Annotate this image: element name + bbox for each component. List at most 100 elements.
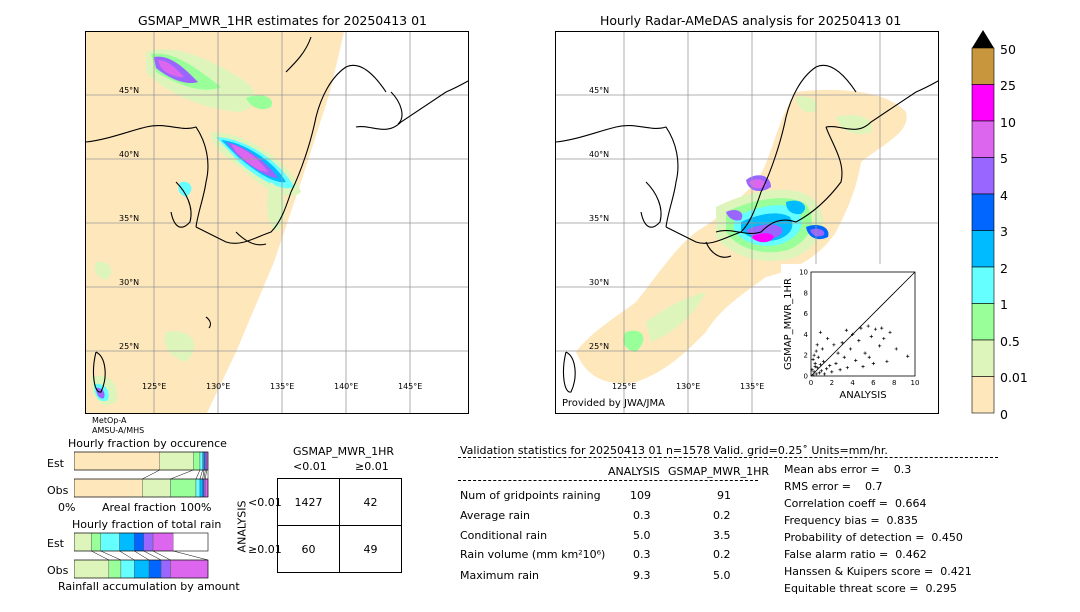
stacked-bar-segment: [170, 478, 197, 498]
scatter-point: [826, 336, 830, 341]
occurrence-axis-right: 100%: [180, 501, 212, 514]
validation-row-gsmap: 91: [717, 489, 731, 502]
left-lat-label-40: 40°N: [119, 150, 140, 159]
satellite-label: MetOp-A: [92, 416, 127, 425]
occurrence-axis-left: 0%: [58, 501, 76, 514]
right-lat-label-35: 35°N: [589, 214, 610, 223]
stacked-bar-segment: [152, 532, 174, 552]
contingency-col-lt: <0.01: [293, 460, 327, 473]
contingency-cell-11: 1427: [277, 478, 340, 526]
stacked-bar-connector: [173, 550, 209, 561]
left-lon-label-135: 135°E: [270, 382, 295, 391]
scatter-point: [871, 361, 875, 366]
score-ets: Equitable threat score = 0.295: [784, 582, 957, 595]
right-lat-label-45: 45°N: [589, 86, 610, 95]
stacked-bar-segment: [199, 478, 203, 498]
total-rain-est-label: Est: [47, 537, 64, 550]
right-map-canvas: [556, 32, 938, 413]
scatter-inset: 0 0 2 2 4 4 6 6 8 8 10 10 ANALYSIS GSMAP_MWR_1HR: [781, 264, 938, 413]
total-rain-obs-label: Obs: [47, 564, 69, 577]
scatter-point: [813, 361, 817, 366]
stacked-bar-segment: [203, 478, 206, 498]
scatter-point: [859, 326, 863, 330]
scatter-point: [818, 330, 822, 334]
validation-row-analysis: 0.3: [633, 548, 651, 561]
stacked-bar-connector: [100, 550, 122, 561]
contingency-row-ge: ≥0.01: [248, 543, 282, 556]
colorbar-label-0-01: 0.01: [1000, 370, 1028, 385]
scatter-point: [836, 351, 840, 355]
left-lat-label-30: 30°N: [119, 278, 140, 287]
colorbar-label-0-5: 0.5: [1000, 334, 1020, 349]
scatter-point: [861, 365, 865, 369]
stacked-bar-segment: [91, 532, 102, 552]
validation-row-analysis: 5.0: [633, 529, 651, 542]
scatter-point: [880, 326, 884, 330]
colorbar-segment: [971, 339, 995, 377]
colorbar-segment: [971, 120, 995, 158]
score-frequency-bias: Frequency bias = 0.835: [784, 514, 919, 527]
contingency-row-axis: ANALYSIS: [235, 500, 249, 553]
occurrence-est-label: Est: [47, 457, 64, 470]
stacked-bar-segment: [205, 478, 209, 498]
contingency-cell-21: 60: [277, 525, 340, 573]
stacked-bar-outline: [73, 478, 209, 498]
stacked-bar-segment: [119, 532, 135, 552]
scatter-point: [812, 370, 816, 374]
scatter-point: [842, 355, 846, 359]
stacked-bar-segment: [193, 451, 201, 471]
validation-row-gsmap: 0.2: [713, 509, 731, 522]
stacked-bar-segment: [73, 451, 160, 471]
scatter-point: [811, 357, 815, 361]
scatter-y-tick: 4: [804, 331, 809, 339]
right-lat-label-40: 40°N: [589, 150, 610, 159]
scatter-point: [838, 368, 842, 372]
scatter-point: [906, 354, 910, 358]
validation-row-analysis: 109: [630, 489, 651, 502]
validation-row-gsmap: 3.5: [713, 529, 731, 542]
stacked-bar-connector: [203, 469, 206, 480]
stacked-bar-outline: [73, 559, 209, 579]
left-lon-label-125: 125°E: [142, 382, 167, 391]
score-rms-error: RMS error = 0.7: [784, 480, 883, 493]
colorbar-label-25: 25: [1000, 78, 1016, 93]
right-map-title: Hourly Radar-AMeDAS analysis for 2025041…: [600, 13, 902, 28]
occurrence-obs-label: Obs: [47, 484, 69, 497]
right-map: 45°N 40°N 35°N 30°N 25°N 125°E 130°E 135…: [555, 31, 939, 414]
stacked-bar-segment: [202, 478, 205, 498]
scatter-point: [882, 336, 886, 341]
left-lon-label-145: 145°E: [398, 382, 423, 391]
stacked-bar-connector: [199, 469, 203, 480]
scatter-point: [845, 366, 849, 370]
scatter-x-tick: 0: [809, 379, 813, 387]
stacked-bar-outline: [73, 451, 209, 471]
scatter-point: [878, 344, 882, 348]
validation-row-label: Maximum rain: [460, 569, 539, 582]
contingency-row-lt: <0.01: [248, 496, 282, 509]
stacked-bar-segment: [134, 559, 150, 579]
total-rain-caption: Rainfall accumulation by amount: [58, 580, 240, 593]
scatter-point: [815, 343, 819, 347]
score-mean-abs-error: Mean abs error = 0.3: [784, 463, 912, 476]
colorbar-label-3: 3: [1000, 224, 1008, 239]
validation-col-gsmap: GSMAP_MWR_1HR: [668, 465, 770, 478]
scatter-diagonal: [810, 271, 916, 377]
stacked-bar-connector: [202, 469, 205, 480]
score-far: False alarm ratio = 0.462: [784, 548, 927, 561]
stacked-bar-connector: [142, 469, 160, 480]
validation-row-label: Rain volume (mm km²10⁶): [460, 548, 606, 561]
scatter-point: [885, 359, 889, 364]
scatter-x-tick: 2: [830, 379, 834, 387]
validation-row-gsmap: 5.0: [713, 569, 731, 582]
stacked-bar-segment: [142, 478, 171, 498]
colorbar-segment: [971, 230, 995, 268]
stacked-bar-connector: [134, 550, 150, 561]
colorbar-label-10: 10: [1000, 115, 1016, 130]
left-lat-label-35: 35°N: [119, 214, 140, 223]
stacked-bar-segment: [205, 451, 207, 471]
scatter-point: [825, 367, 829, 371]
right-lat-label-25: 25°N: [589, 342, 610, 351]
colorbar-label-50: 50: [1000, 42, 1016, 57]
colorbar-graphic: [971, 30, 995, 414]
scatter-point: [820, 347, 825, 351]
